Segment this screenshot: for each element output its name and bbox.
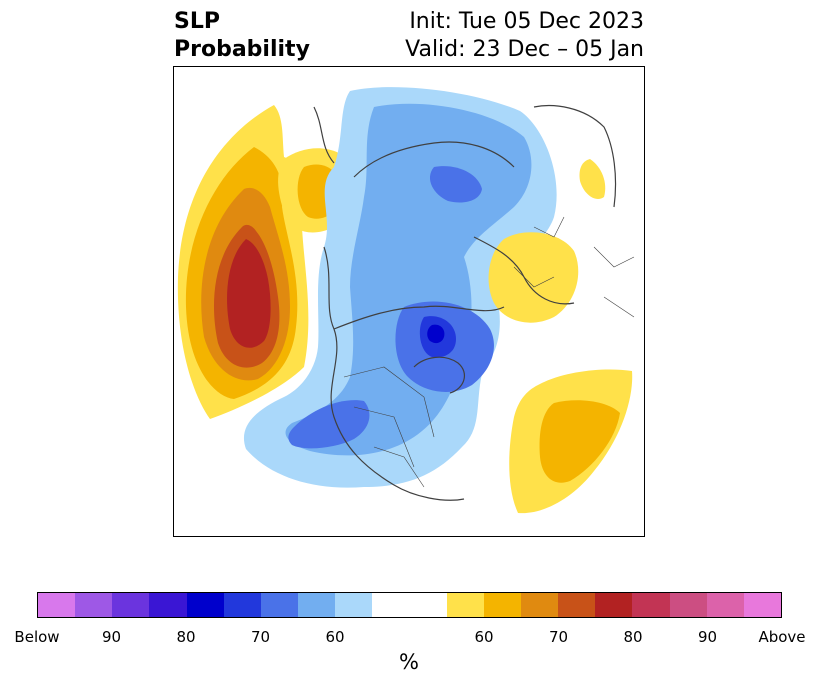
colorbar-tick-label: 60 bbox=[474, 628, 494, 646]
colorbar-above-segment bbox=[558, 593, 596, 617]
colorbar-below-segment bbox=[149, 593, 187, 617]
colorbar-neutral-segment bbox=[372, 593, 447, 617]
date-info: Init: Tue 05 Dec 2023 Valid: 23 Dec – 05… bbox=[405, 8, 644, 64]
probability-map bbox=[177, 87, 635, 514]
colorbar-below-segment bbox=[335, 593, 373, 617]
colorbar-tick-label: Below bbox=[14, 628, 60, 646]
colorbar-above-segment bbox=[595, 593, 633, 617]
colorbar-above-segment bbox=[446, 593, 484, 617]
coastlines bbox=[313, 105, 617, 501]
colorbar-tick-label: 80 bbox=[176, 628, 196, 646]
europe-high-contours bbox=[488, 159, 606, 323]
arctic-low-contours bbox=[243, 87, 557, 488]
country-borders bbox=[343, 216, 635, 488]
colorbar-below-segment bbox=[223, 593, 261, 617]
title-line-slp: SLP bbox=[174, 9, 220, 34]
init-date: Init: Tue 05 Dec 2023 bbox=[409, 9, 644, 34]
colorbar-below-segment bbox=[186, 593, 224, 617]
colorbar-above-segment bbox=[632, 593, 670, 617]
colorbar-above-segment bbox=[521, 593, 559, 617]
colorbar-below-segment bbox=[38, 593, 76, 617]
colorbar-above-segment bbox=[706, 593, 744, 617]
colorbar-tick-label: 70 bbox=[250, 628, 271, 646]
colorbar-above-segment bbox=[743, 593, 782, 617]
colorbar-tick-label: 60 bbox=[325, 628, 345, 646]
title-line-probability: Probability bbox=[174, 37, 310, 62]
colorbar-below-segment bbox=[260, 593, 299, 617]
colorbar-below-segment bbox=[298, 593, 336, 617]
colorbar-tick-label: 70 bbox=[548, 628, 569, 646]
colorbar-tick-label: 90 bbox=[697, 628, 718, 646]
map-title: SLP Probability bbox=[174, 8, 310, 64]
colorbar-below-segment bbox=[75, 593, 113, 617]
colorbar-tick-label: 80 bbox=[623, 628, 643, 646]
colorbar-above-segment bbox=[669, 593, 707, 617]
map-panel bbox=[173, 66, 645, 537]
colorbar-above-segment bbox=[483, 593, 522, 617]
colorbar-below-segment bbox=[112, 593, 150, 617]
valid-range: Valid: 23 Dec – 05 Jan bbox=[405, 37, 644, 62]
probability-colorbar bbox=[37, 592, 782, 618]
colorbar-tick-label: 90 bbox=[101, 628, 122, 646]
colorbar-unit-label: % bbox=[399, 650, 419, 674]
colorbar-tick-label: Above bbox=[758, 628, 806, 646]
atlantic-high-contours bbox=[509, 369, 633, 514]
